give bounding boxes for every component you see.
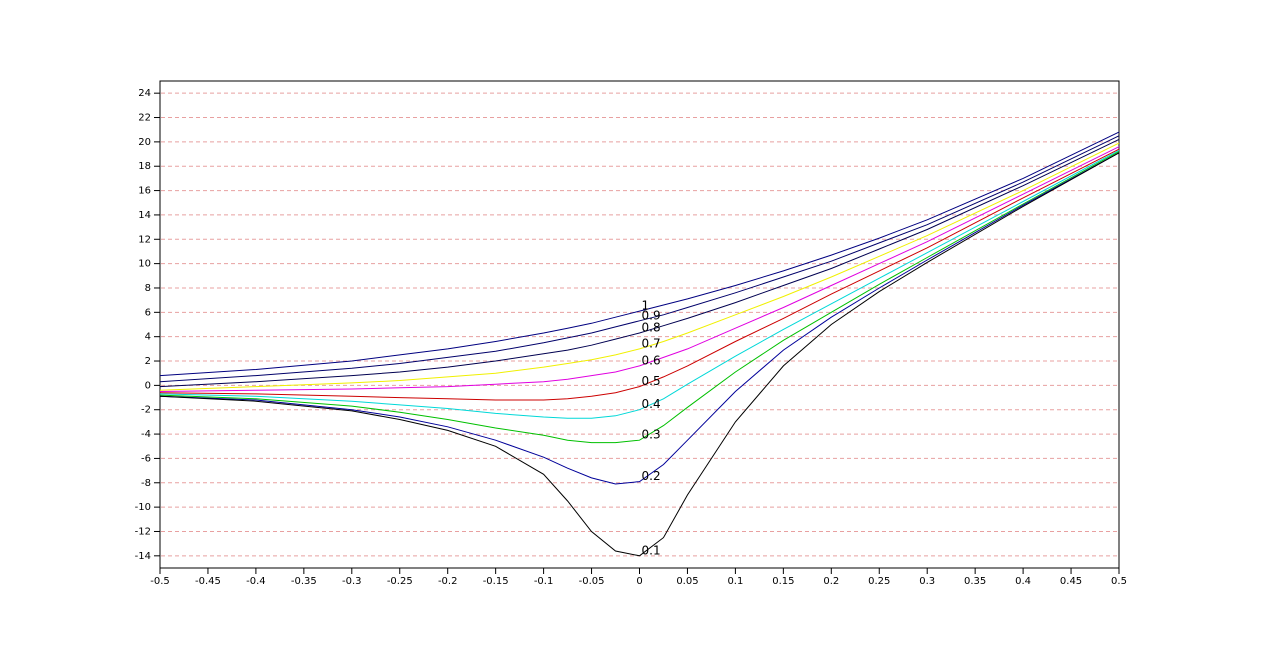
- y-tick-label: 16: [138, 186, 151, 197]
- x-tick-label: 0: [636, 576, 642, 587]
- y-tick-label: 12: [138, 234, 151, 245]
- y-tick-label: 6: [145, 307, 151, 318]
- curve: [159, 135, 1120, 383]
- y-tick-label: 14: [138, 210, 151, 221]
- x-tick-label: -0.35: [291, 576, 317, 587]
- x-tick-label: 0.15: [772, 576, 794, 587]
- x-tick-label: -0.3: [342, 576, 362, 587]
- x-tick-label: -0.45: [195, 576, 221, 587]
- curve: [159, 152, 1120, 557]
- curve-label: 0.6: [642, 353, 661, 367]
- curve: [159, 131, 1120, 377]
- x-tick-label: -0.5: [150, 576, 170, 587]
- curve: [159, 152, 1120, 485]
- y-tick-label: 18: [138, 161, 151, 172]
- curve-label: 0.9: [642, 308, 661, 322]
- x-tick-label: -0.2: [438, 576, 458, 587]
- y-tick-label: 2: [145, 356, 151, 367]
- curve-label: 0.5: [642, 374, 661, 388]
- x-tick-label: 0.35: [964, 576, 986, 587]
- y-tick-label: 10: [138, 259, 151, 270]
- curve: [159, 142, 1120, 391]
- x-tick-label: -0.4: [246, 576, 266, 587]
- curve-label: 0.7: [642, 336, 661, 350]
- curve: [159, 151, 1120, 444]
- y-tick-label: -6: [141, 453, 151, 464]
- x-tick-label: 0.4: [1015, 576, 1031, 587]
- x-tick-label: -0.1: [534, 576, 554, 587]
- curve-label: 0.4: [642, 397, 661, 411]
- curve-label: 0.1: [642, 543, 661, 557]
- curve-label: 1: [642, 299, 650, 313]
- curve-label: 0.8: [642, 321, 661, 335]
- x-tick-label: 0.2: [823, 576, 839, 587]
- y-tick-label: -12: [135, 526, 151, 537]
- y-tick-label: 24: [138, 88, 151, 99]
- x-tick-label: 0.05: [676, 576, 698, 587]
- x-tick-label: 0.3: [919, 576, 935, 587]
- x-tick-label: 0.45: [1060, 576, 1082, 587]
- x-tick-label: 0.25: [868, 576, 890, 587]
- y-tick-label: -10: [135, 502, 151, 513]
- curve: [159, 148, 1120, 401]
- curve-label: 0.3: [642, 428, 661, 442]
- y-tick-label: 4: [145, 332, 151, 343]
- x-tick-label: -0.25: [387, 576, 413, 587]
- x-tick-label: 0.5: [1111, 576, 1127, 587]
- x-tick-label: -0.05: [579, 576, 605, 587]
- curve: [159, 149, 1120, 419]
- y-tick-label: 20: [138, 137, 151, 148]
- x-tick-label: 0.1: [727, 576, 743, 587]
- curve: [159, 146, 1120, 392]
- curve: [159, 138, 1120, 388]
- curve-label: 0.2: [642, 469, 661, 483]
- y-tick-label: -2: [141, 405, 151, 416]
- y-tick-label: 8: [145, 283, 151, 294]
- x-tick-label: -0.15: [483, 576, 509, 587]
- y-tick-label: 0: [145, 380, 151, 391]
- plot-frame: [159, 80, 1120, 569]
- y-tick-label: -8: [141, 478, 151, 489]
- y-tick-label: 22: [138, 113, 151, 124]
- y-tick-label: -4: [141, 429, 151, 440]
- y-tick-label: -14: [135, 551, 151, 562]
